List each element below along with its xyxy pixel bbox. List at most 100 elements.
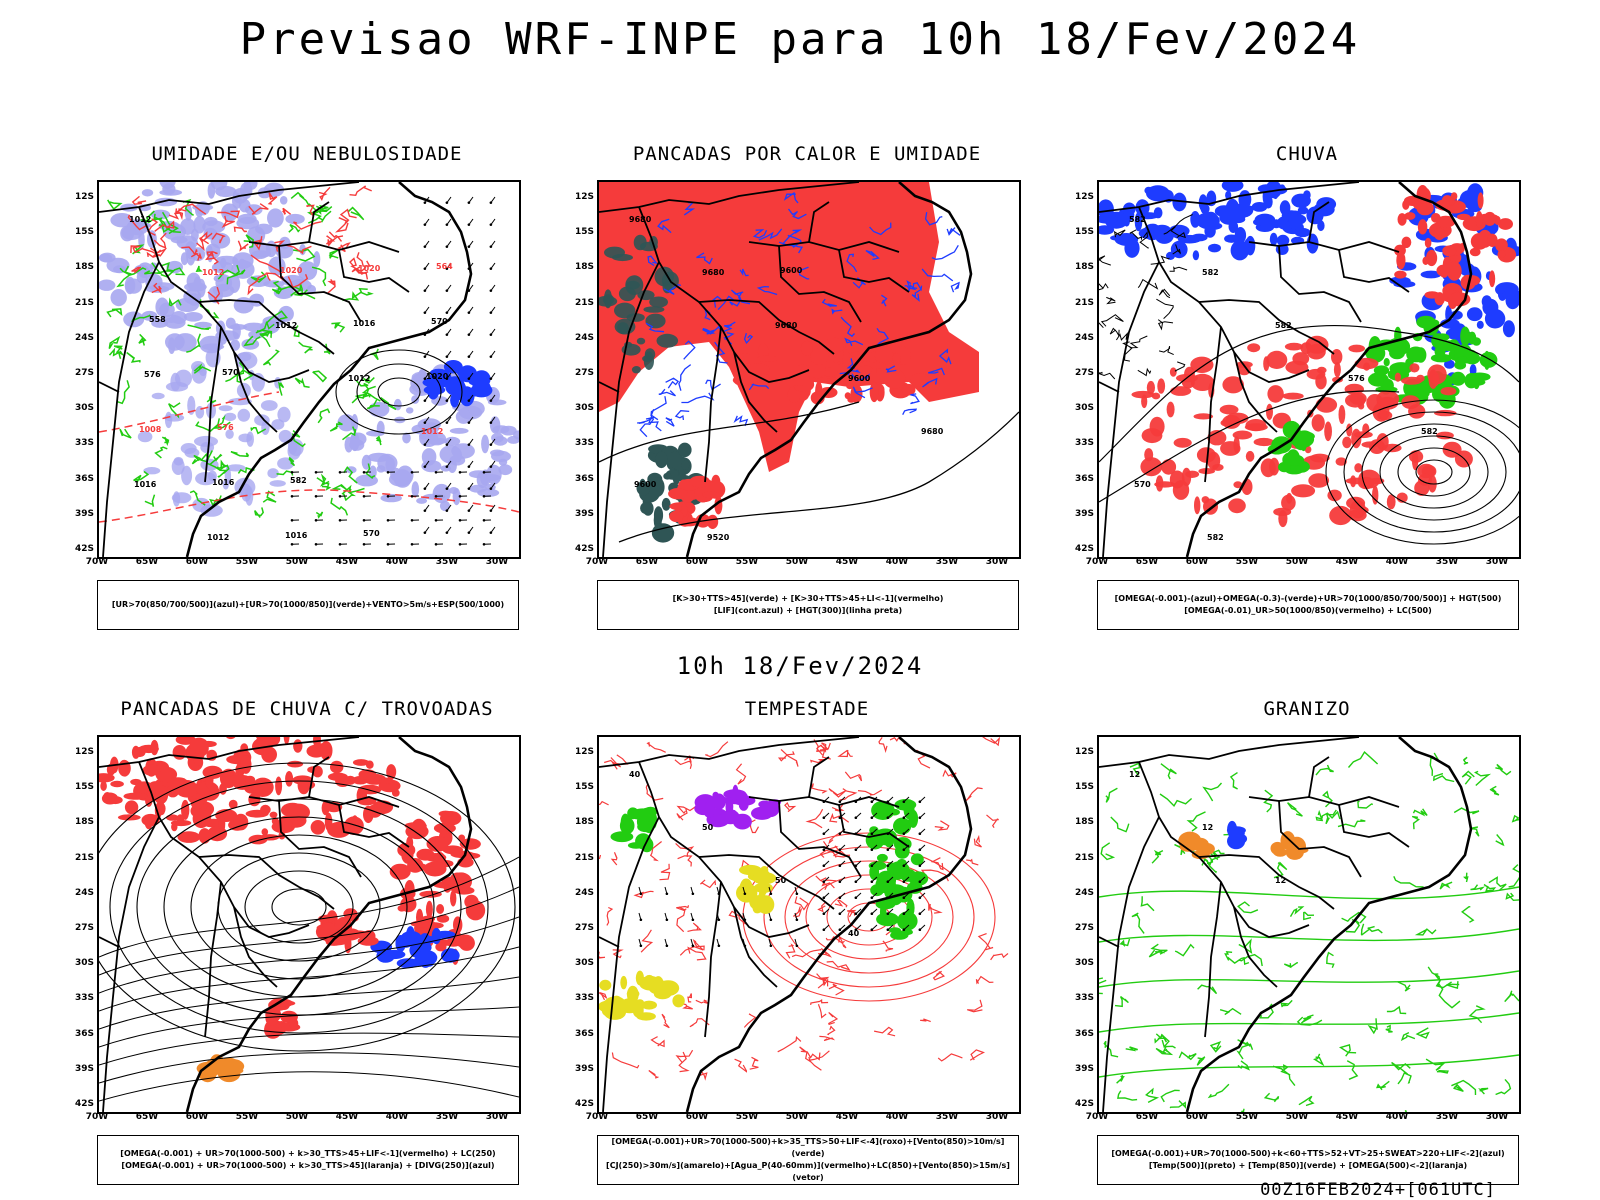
latitude-label: 15S — [574, 227, 594, 238]
longitude-label: 65W — [635, 1112, 659, 1122]
longitude-label: 30W — [985, 557, 1009, 567]
latitude-label: 24S — [574, 887, 594, 898]
contour-label: 12 — [1129, 770, 1140, 779]
latitude-label: 36S — [74, 1028, 94, 1039]
longitude-label: 30W — [1485, 557, 1509, 567]
longitude-label: 35W — [435, 1112, 459, 1122]
latitude-label: 39S — [574, 1063, 594, 1074]
legend-line: [LIF](cont.azul) + [HGT(300)](linha pret… — [713, 606, 903, 615]
contour-label: 50 — [775, 876, 787, 885]
latitude-label: 30S — [74, 958, 94, 969]
longitude-label: 70W — [1085, 1112, 1109, 1122]
longitude-label: 50W — [785, 1112, 809, 1122]
latitude-label: 42S — [1074, 1099, 1094, 1109]
latitude-label: 36S — [1074, 473, 1094, 484]
panel-title: UMIDADE E/OU NEBULOSIDADE — [151, 143, 463, 165]
contour-label: 40 — [629, 770, 641, 779]
latitude-label: 42S — [1074, 544, 1094, 554]
latitude-label: 15S — [74, 227, 94, 238]
latitude-label: 21S — [574, 852, 594, 863]
contour-label: 9680 — [921, 427, 944, 436]
longitude-label: 35W — [1435, 557, 1459, 567]
legend-line: [CJ(250)>30m/s](amarelo)+[Agua_P(40-60mm… — [606, 1161, 1010, 1182]
weather-map: 9680 9680 9680 9600 9680 9600 9520 9600 — [597, 180, 1021, 559]
longitude-label: 65W — [135, 1112, 159, 1122]
longitude-label: 35W — [935, 1112, 959, 1122]
longitude-label: 50W — [1285, 1112, 1309, 1122]
contour-label: 1012 — [129, 215, 151, 224]
latitude-label: 24S — [574, 332, 594, 343]
contour-label: 1008 — [139, 425, 162, 434]
legend-line: [OMEGA(-0.001) + UR>70(1000-500) + k>30_… — [121, 1161, 495, 1170]
latitude-label: 30S — [74, 403, 94, 414]
longitude-label: 40W — [885, 1112, 909, 1122]
longitude-label: 45W — [1335, 557, 1359, 567]
latitude-label: 33S — [574, 993, 594, 1004]
longitude-label: 45W — [835, 1112, 859, 1122]
longitude-label: 50W — [285, 557, 309, 567]
legend-line: [Temp(500)](preto) + [Temp(850)](verde) … — [1148, 1161, 1468, 1170]
longitude-label: 50W — [785, 557, 809, 567]
contour-label: 1016 — [285, 531, 308, 540]
contour-label: 582 — [1275, 321, 1292, 330]
longitude-label: 40W — [1385, 1112, 1409, 1122]
longitude-label: 45W — [835, 557, 859, 567]
latitude-label: 12S — [1074, 747, 1094, 757]
contour-label: 1012 — [202, 268, 224, 277]
latitude-label: 39S — [574, 508, 594, 519]
contour-label: 40 — [848, 929, 860, 938]
latitude-label: 27S — [1074, 368, 1094, 378]
contour-label: 1012 — [207, 533, 229, 542]
legend-line: [OMEGA(-0.001)+UR>70(1000-500)+k<60+TTS>… — [1111, 1149, 1505, 1158]
longitude-label: 30W — [985, 1112, 1009, 1122]
contour-label: 570 — [363, 529, 380, 538]
contour-label: 1012 — [421, 427, 443, 436]
longitude-label: 60W — [1185, 557, 1209, 567]
longitude-label: 35W — [435, 557, 459, 567]
longitude-label: 35W — [935, 557, 959, 567]
latitude-label: 18S — [1074, 817, 1094, 828]
contour-label: 576 — [217, 423, 234, 432]
main-title: Previsao WRF-INPE para 10h 18/Fev/2024 — [239, 14, 1361, 65]
latitude-label: 42S — [574, 1099, 594, 1109]
panel-title: TEMPESTADE — [744, 698, 870, 720]
weather-map: 582 582 582 576 582 570 582 — [1097, 180, 1521, 559]
longitude-label: 40W — [1385, 557, 1409, 567]
map-panel-5: TEMPESTADE 40 50 50 40 12S 15S 18S 21S 24S 27S 30S 3… — [575, 698, 1077, 1185]
latitude-label: 24S — [74, 332, 94, 343]
longitude-label: 55W — [1235, 557, 1259, 567]
longitude-label: 55W — [735, 557, 759, 567]
latitude-label: 39S — [1074, 508, 1094, 519]
latitude-label: 18S — [74, 817, 94, 828]
contour-label: 1012 — [348, 374, 370, 383]
latitude-label: 18S — [574, 817, 594, 828]
latitude-label: 24S — [1074, 332, 1094, 343]
map-panel-6: GRANIZO 12 12 12 12S 15S 18S 21S 24S 27S 30S 33S 36S… — [1075, 698, 1577, 1185]
panel-title: CHUVA — [1275, 143, 1339, 165]
longitude-label: 45W — [335, 557, 359, 567]
latitude-label: 36S — [74, 473, 94, 484]
latitude-label: 15S — [1074, 782, 1094, 793]
longitude-label: 45W — [335, 1112, 359, 1122]
map-panel-1: UMIDADE E/OU NEBULOSIDADE 1012 1012 1012 101… — [75, 143, 577, 630]
latitude-label: 33S — [1074, 993, 1094, 1004]
legend-box: [K>30+TTS>45](verde) + [K>30+TTS>45+LI<-… — [597, 580, 1019, 630]
legend-line: [OMEGA(-0.001) + UR>70(1000-500) + k>30_… — [120, 1149, 496, 1158]
panel-title: PANCADAS DE CHUVA C/ TROVOADAS — [120, 698, 494, 720]
legend-box: [OMEGA(-0.001)+UR>70(1000-500)+k>35_TTS>… — [597, 1135, 1019, 1185]
contour-label: 570 — [431, 317, 448, 326]
longitude-label: 30W — [1485, 1112, 1509, 1122]
legend-line: [OMEGA(-0.001)+UR>70(1000-500)+k>35_TTS>… — [611, 1137, 1005, 1158]
legend-box: [OMEGA(-0.001) + UR>70(1000-500) + k>30_… — [97, 1135, 519, 1185]
latitude-label: 12S — [574, 192, 594, 202]
longitude-label: 70W — [585, 1112, 609, 1122]
longitude-label: 55W — [235, 557, 259, 567]
latitude-label: 15S — [74, 782, 94, 793]
latitude-label: 27S — [74, 368, 94, 378]
latitude-label: 30S — [1074, 958, 1094, 969]
contour-label: 1020 — [426, 372, 449, 381]
latitude-label: 15S — [574, 782, 594, 793]
legend-box: [OMEGA(-0.001)-(azul)+OMEGA(-0.3)-(verde… — [1097, 580, 1519, 630]
panel-title: PANCADAS POR CALOR E UMIDADE — [632, 143, 982, 165]
contour-label: 582 — [1129, 215, 1146, 224]
